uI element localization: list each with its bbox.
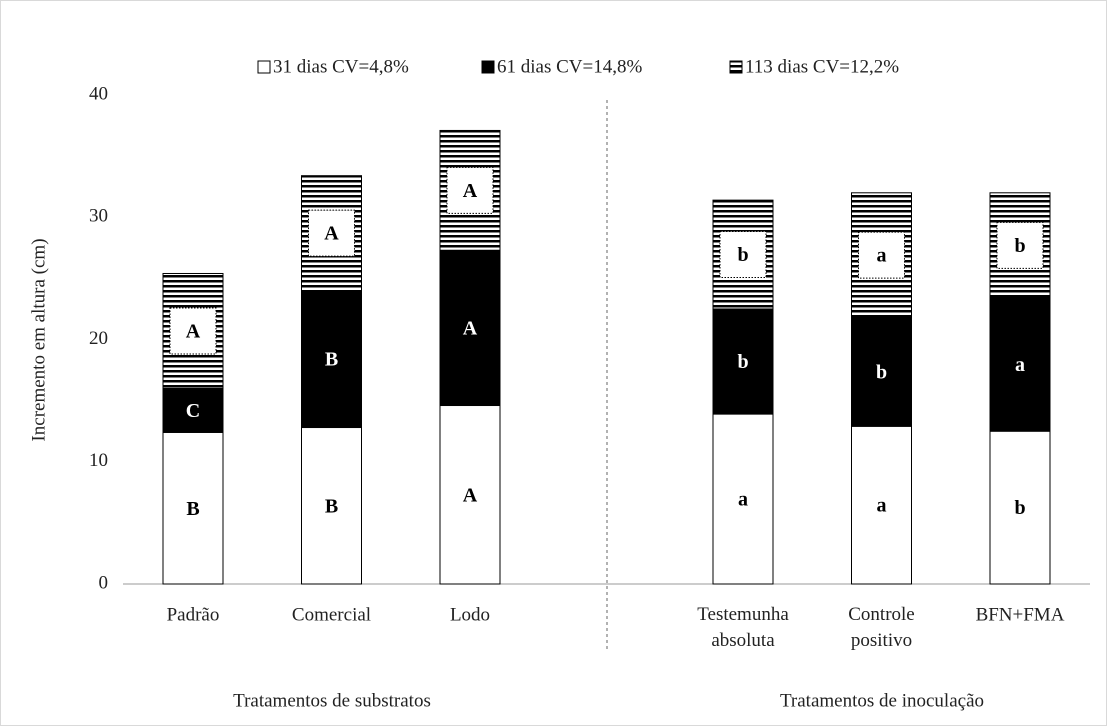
bar-segment: [989, 297, 1051, 432]
x-tick-label-line: Testemunha: [697, 604, 789, 625]
significance-letter: B: [186, 498, 199, 520]
y-tick-label: 10: [89, 450, 108, 471]
x-tick-label-line: Controle: [848, 604, 915, 625]
x-tick-label-line: positivo: [851, 630, 912, 651]
y-tick-label: 0: [99, 572, 109, 593]
letter-box: [858, 231, 905, 279]
legend-label: 31 dias CV=4,8%: [273, 56, 409, 77]
legend-swatch: [481, 60, 495, 74]
letter-box: [719, 231, 767, 279]
significance-letter: a: [877, 495, 887, 517]
y-tick-label: 40: [89, 83, 108, 104]
bar-segment: [301, 290, 362, 429]
x-tick-label: Testemunha absoluta: [697, 604, 789, 651]
significance-letter: A: [463, 317, 478, 339]
letter-box: [169, 307, 217, 355]
y-tick-label: 30: [89, 206, 108, 227]
x-tick-label: Lodo: [450, 604, 490, 625]
significance-letter: B: [325, 495, 338, 517]
significance-letter: a: [877, 245, 887, 267]
significance-letter: b: [737, 244, 748, 266]
significance-letter: b: [1014, 497, 1025, 519]
legend-swatch: [257, 60, 271, 74]
significance-letter: B: [325, 349, 338, 371]
bar-segment: [301, 427, 362, 585]
significance-letter: a: [1015, 354, 1025, 376]
bar-segment: [162, 431, 224, 585]
significance-letter: A: [463, 180, 478, 202]
legend-swatch: [729, 60, 743, 74]
significance-letter: C: [186, 400, 200, 422]
legend-label: 113 dias CV=12,2%: [745, 56, 899, 77]
significance-letter: b: [737, 351, 748, 373]
letter-box: [996, 221, 1044, 269]
bar-segment: [989, 430, 1051, 585]
group-label: Tratamentos de substratos: [233, 690, 431, 711]
bar-segment: [439, 405, 501, 585]
legend-label: 61 dias CV=14,8%: [497, 56, 642, 77]
significance-letter: b: [876, 361, 887, 383]
group-label: Tratamentos de inoculação: [780, 690, 984, 711]
bar-segment: [851, 425, 912, 585]
letter-box: [446, 166, 494, 214]
bar-segment: [712, 413, 774, 585]
x-tick-label: Comercial: [292, 604, 371, 625]
bar-segment: [439, 249, 501, 407]
x-tick-label: Padrão: [167, 604, 220, 625]
significance-letter: A: [186, 321, 201, 343]
significance-letter: a: [738, 489, 748, 511]
x-tick-label: Controle positivo: [848, 604, 915, 651]
significance-letter: b: [1014, 235, 1025, 257]
y-tick-label: 20: [89, 328, 108, 349]
significance-letter: A: [463, 484, 478, 506]
significance-letter: A: [324, 223, 339, 245]
x-tick-label-line: absoluta: [711, 630, 775, 651]
letter-box: [308, 209, 355, 257]
bar-segment: [162, 387, 224, 433]
x-tick-label: BFN+FMA: [976, 604, 1065, 625]
y-axis-label: Incremento em altura (cm): [28, 238, 49, 441]
